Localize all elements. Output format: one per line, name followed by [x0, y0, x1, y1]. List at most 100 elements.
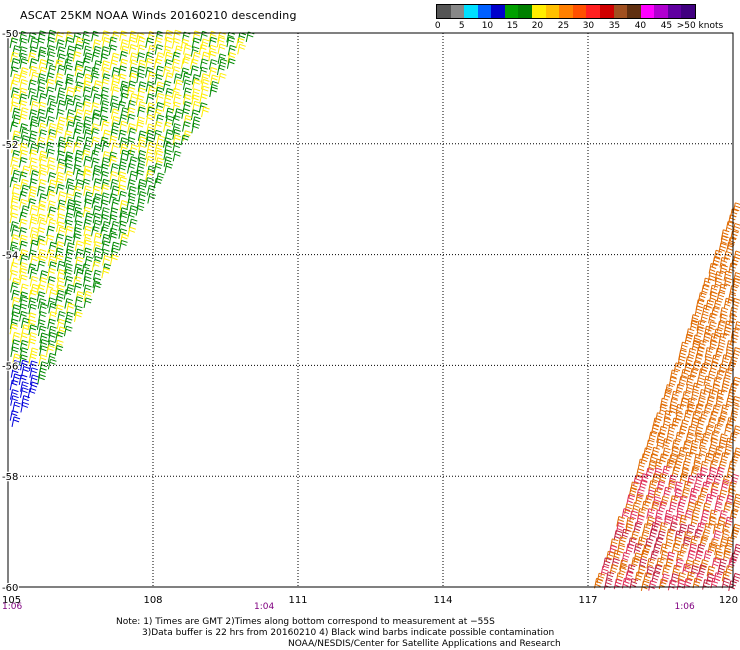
- wind-barb: [713, 423, 722, 435]
- wind-barb: [181, 108, 190, 119]
- wind-barb: [117, 164, 127, 176]
- wind-barb: [36, 86, 46, 97]
- wind-barb: [81, 178, 91, 190]
- wind-barb: [18, 227, 28, 238]
- wind-barb: [64, 64, 74, 76]
- wind-barb: [11, 149, 21, 161]
- wind-barb: [83, 225, 93, 237]
- wind-barb: [102, 129, 111, 141]
- wind-barb: [711, 557, 721, 569]
- wind-barb: [656, 530, 666, 542]
- wind-barb: [100, 120, 110, 132]
- wind-barb: [164, 59, 173, 70]
- wind-barb: [83, 73, 93, 85]
- wind-barb: [704, 452, 713, 464]
- wind-barb: [709, 291, 718, 302]
- wind-barb: [162, 80, 172, 92]
- wind-barb: [47, 297, 56, 308]
- wind-barb: [36, 37, 46, 49]
- wind-barb: [701, 304, 711, 316]
- wind-barb: [684, 559, 694, 571]
- legend-color-swatch: [464, 5, 478, 18]
- wind-barb: [683, 578, 693, 589]
- wind-barb: [721, 522, 731, 533]
- lat-tick-label: -52: [2, 140, 18, 151]
- wind-barb: [38, 129, 48, 140]
- wind-barb: [192, 78, 201, 90]
- wind-barb: [47, 190, 56, 202]
- wind-barb: [108, 156, 118, 167]
- wind-barb: [46, 148, 55, 160]
- wind-barb: [109, 232, 118, 244]
- wind-barb: [724, 320, 733, 331]
- legend-color-swatch: [586, 5, 600, 18]
- wind-barb: [146, 123, 155, 135]
- wind-barb: [702, 277, 712, 289]
- wind-barb: [718, 558, 728, 570]
- wind-barb: [680, 419, 689, 430]
- wind-barb: [83, 239, 92, 251]
- wind-barb: [119, 120, 128, 132]
- wind-barb: [64, 151, 74, 162]
- wind-barb: [109, 207, 119, 218]
- wind-barb: [172, 150, 182, 162]
- wind-barb: [684, 333, 694, 345]
- wind-barb: [162, 137, 172, 148]
- wind-barb: [100, 46, 110, 57]
- wind-barb: [92, 39, 102, 50]
- wind-barb: [28, 185, 38, 197]
- wind-barb: [724, 516, 734, 528]
- wind-barb: [101, 233, 111, 245]
- wind-barb: [209, 86, 218, 98]
- wind-barb: [65, 242, 75, 253]
- wind-barb: [111, 66, 121, 78]
- wind-barb: [155, 114, 165, 125]
- wind-barb: [74, 121, 84, 133]
- wind-barb: [37, 325, 47, 337]
- wind-barb: [137, 150, 147, 161]
- wind-barb: [39, 339, 48, 350]
- wind-barb: [46, 45, 56, 56]
- wind-barb: [92, 219, 102, 231]
- wind-barb: [666, 528, 675, 540]
- wind-barb: [75, 179, 84, 190]
- wind-barb: [10, 282, 19, 293]
- wind-barb: [82, 94, 92, 106]
- wind-barb: [57, 99, 66, 111]
- wind-barb: [81, 149, 91, 161]
- wind-barb: [81, 38, 91, 50]
- wind-barb: [714, 347, 724, 359]
- wind-barb: [164, 36, 174, 48]
- wind-barb: [136, 65, 146, 77]
- map-frame: [7, 32, 734, 588]
- wind-barb: [74, 311, 83, 322]
- legend-color-swatch: [559, 5, 573, 18]
- wind-barb: [82, 86, 92, 97]
- wind-barb: [654, 412, 664, 423]
- wind-barb: [723, 277, 733, 288]
- wind-barb: [11, 339, 20, 350]
- wind-barb: [731, 297, 740, 309]
- wind-barb: [656, 480, 666, 492]
- wind-barb: [83, 284, 92, 296]
- wind-barb: [708, 466, 718, 478]
- wind-barb: [664, 538, 674, 549]
- lon-tick-label: 108: [143, 595, 162, 606]
- wind-barb: [65, 73, 74, 85]
- wind-barb: [155, 102, 165, 113]
- wind-barb: [708, 516, 717, 528]
- wind-barb: [74, 60, 84, 71]
- wind-barb: [54, 73, 64, 84]
- wind-barb: [57, 136, 67, 148]
- wind-barb: [681, 488, 690, 500]
- wind-barb: [90, 86, 100, 97]
- wind-barb: [20, 128, 30, 139]
- wind-barb: [9, 241, 19, 252]
- wind-barb: [670, 446, 680, 458]
- wind-barb: [38, 169, 48, 181]
- wind-barb: [27, 312, 37, 323]
- wind-barb: [217, 53, 227, 65]
- wind-barb: [101, 60, 110, 71]
- wind-barb: [74, 211, 84, 223]
- wind-barb: [183, 114, 193, 126]
